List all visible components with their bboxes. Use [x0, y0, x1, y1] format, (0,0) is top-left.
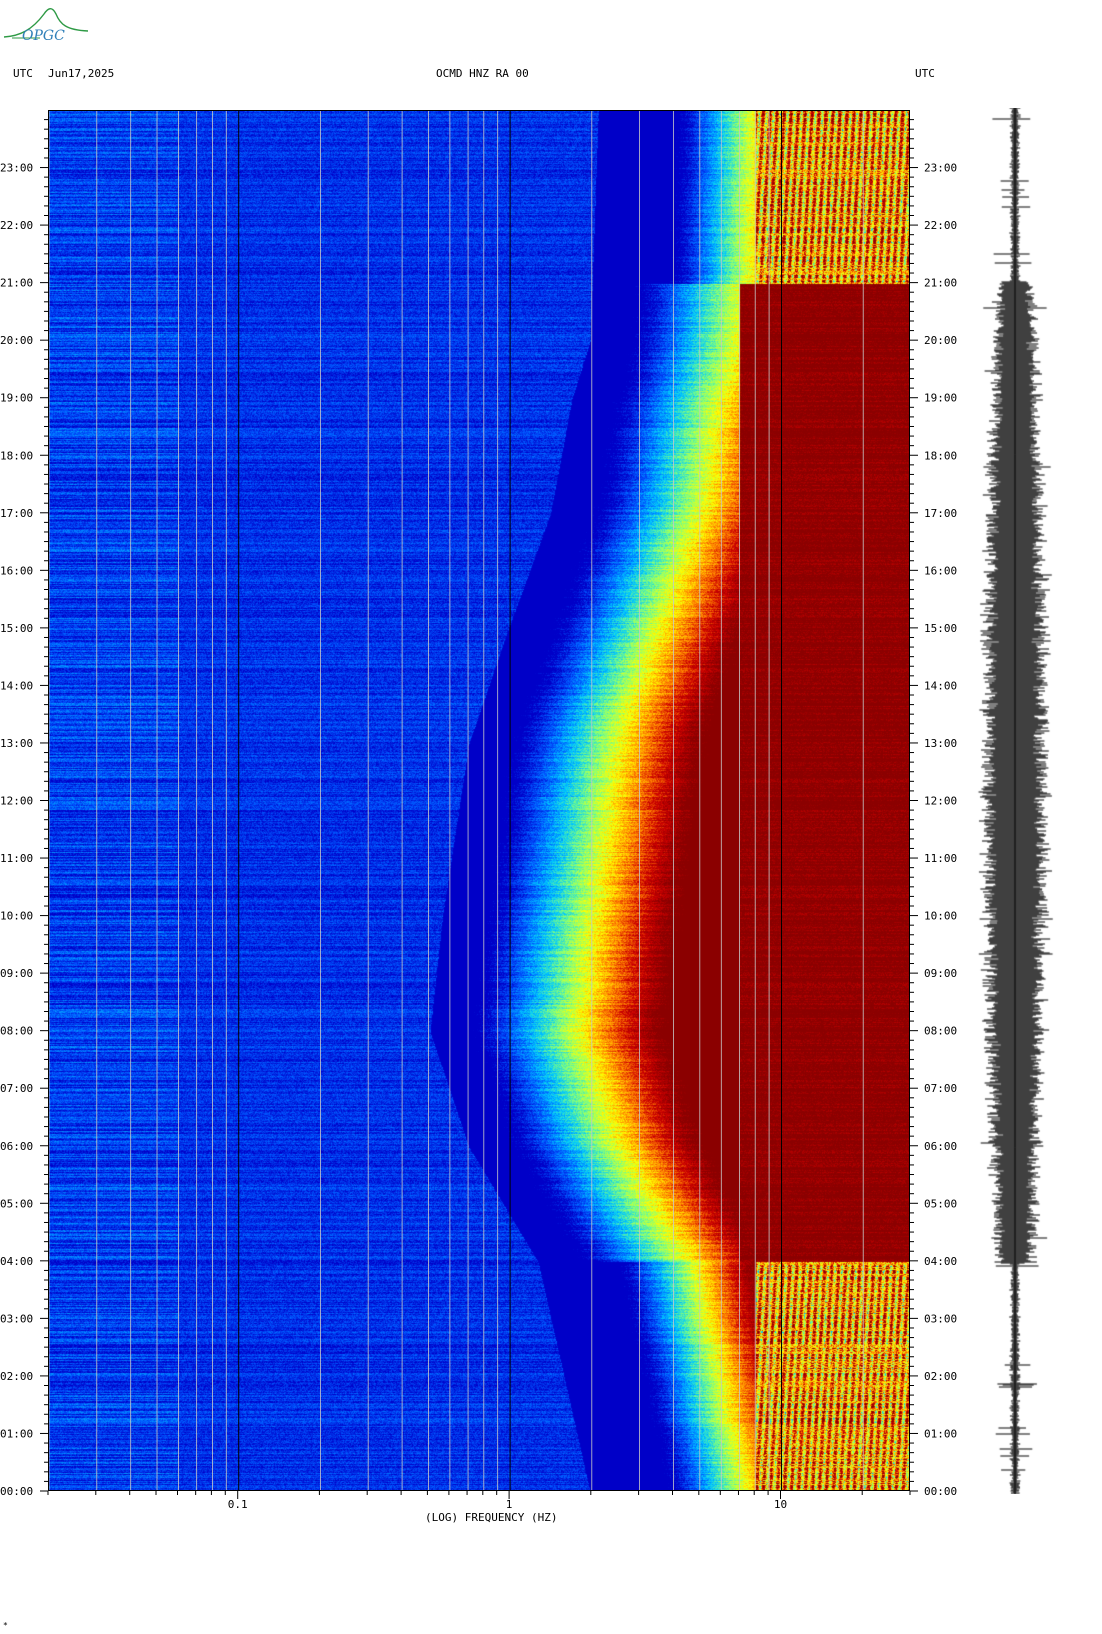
y-tick-label-right: 17:00: [924, 507, 957, 520]
y-tick-label-right: 18:00: [924, 449, 957, 462]
y-tick-label-right: 15:00: [924, 622, 957, 635]
y-tick-label-right: 05:00: [924, 1197, 957, 1210]
y-tick-label-left: 16:00: [0, 564, 33, 577]
y-tick-label-left: 22:00: [0, 219, 33, 232]
header-left-utc: UTC: [13, 67, 33, 80]
y-tick-label-right: 07:00: [924, 1082, 957, 1095]
spectrogram-heatmap: [49, 111, 909, 1490]
y-tick-label-left: 01:00: [0, 1427, 33, 1440]
header-right-utc: UTC: [915, 67, 935, 80]
logo-text: OPGC: [22, 28, 65, 44]
y-tick-label-right: 19:00: [924, 392, 957, 405]
y-tick-label-right: 13:00: [924, 737, 957, 750]
seismogram-trace: [975, 108, 1055, 1494]
y-tick-label-right: 08:00: [924, 1025, 957, 1038]
y-tick-label-left: 11:00: [0, 852, 33, 865]
frequency-gridlines: [49, 111, 864, 1490]
y-tick-label-right: 16:00: [924, 564, 957, 577]
y-tick-label-left: 08:00: [0, 1025, 33, 1038]
y-tick-label-left: 15:00: [0, 622, 33, 635]
y-tick-label-right: 14:00: [924, 679, 957, 692]
y-tick-label-left: 04:00: [0, 1255, 33, 1268]
y-tick-label-left: 14:00: [0, 679, 33, 692]
y-tick-label-right: 22:00: [924, 219, 957, 232]
y-tick-label-right: 10:00: [924, 910, 957, 923]
y-tick-label-right: 11:00: [924, 852, 957, 865]
y-tick-label-right: 09:00: [924, 967, 957, 980]
y-tick-label-left: 13:00: [0, 737, 33, 750]
y-tick-label-left: 07:00: [0, 1082, 33, 1095]
opgc-logo: OPGC: [3, 8, 89, 44]
y-tick-label-left: 03:00: [0, 1312, 33, 1325]
x-tick-label: 0.1: [228, 1498, 248, 1511]
y-tick-label-left: 05:00: [0, 1197, 33, 1210]
y-tick-label-left: 21:00: [0, 277, 33, 290]
spectrogram-plot: [48, 110, 910, 1491]
y-tick-label-left: 02:00: [0, 1370, 33, 1383]
header-date: Jun17,2025: [48, 67, 115, 80]
y-tick-label-left: 18:00: [0, 449, 33, 462]
y-tick-label-right: 00:00: [924, 1485, 957, 1498]
x-tick-label: 1: [506, 1498, 513, 1511]
y-tick-label-right: 06:00: [924, 1140, 957, 1153]
y-tick-label-left: 19:00: [0, 392, 33, 405]
chart-title: OCMD HNZ RA 00: [436, 67, 529, 80]
y-tick-label-left: 20:00: [0, 334, 33, 347]
y-tick-label-left: 10:00: [0, 910, 33, 923]
y-tick-label-right: 21:00: [924, 277, 957, 290]
y-tick-label-right: 03:00: [924, 1312, 957, 1325]
y-tick-label-left: 23:00: [0, 162, 33, 175]
y-tick-label-right: 23:00: [924, 162, 957, 175]
y-tick-label-right: 20:00: [924, 334, 957, 347]
y-tick-label-left: 12:00: [0, 795, 33, 808]
y-tick-label-left: 17:00: [0, 507, 33, 520]
y-tick-label-left: 09:00: [0, 967, 33, 980]
y-tick-label-right: 01:00: [924, 1427, 957, 1440]
footer-mark: *: [3, 1621, 8, 1630]
x-tick-label: 10: [774, 1498, 787, 1511]
y-tick-label-right: 12:00: [924, 795, 957, 808]
y-tick-label-left: 00:00: [0, 1485, 33, 1498]
y-tick-label-right: 02:00: [924, 1370, 957, 1383]
y-tick-label-left: 06:00: [0, 1140, 33, 1153]
x-axis-label: (LOG) FREQUENCY (HZ): [425, 1511, 558, 1524]
y-tick-label-right: 04:00: [924, 1255, 957, 1268]
